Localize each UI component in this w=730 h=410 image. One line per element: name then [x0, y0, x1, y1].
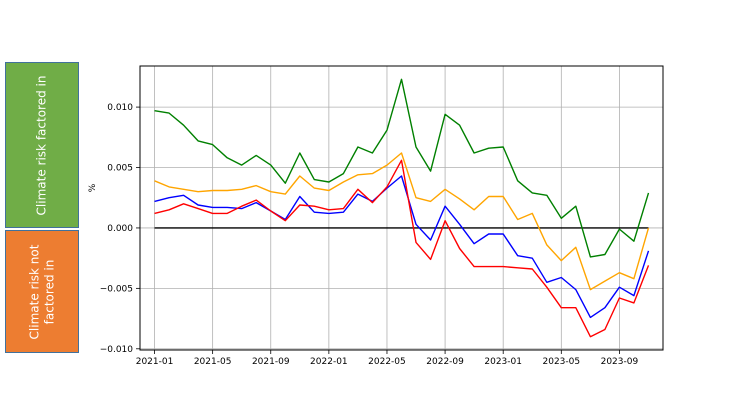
x-tick-label: 2023-05 [543, 357, 581, 367]
y-tick-label: 0.000 [107, 224, 133, 234]
x-tick-label: 2021-09 [252, 357, 290, 367]
series-line-2 [154, 152, 650, 291]
y-tick-label: 0.010 [107, 103, 133, 113]
x-axis: 2021-01 2021-05 2021-09 2022-01 2022-05 2022-… [136, 350, 639, 367]
x-tick-label: 2021-01 [136, 357, 174, 367]
climate-risk-not-factored-label-box: Climate risk not factored in [5, 230, 79, 353]
y-tick-label: −0.010 [100, 345, 134, 355]
x-tick-label: 2022-09 [426, 357, 464, 367]
y-axis: −0.010 −0.005 0.000 0.005 0.010 [100, 103, 140, 355]
x-tick-label: 2022-01 [310, 357, 348, 367]
x-tick-label: 2022-05 [368, 357, 406, 367]
x-tick-label: 2021-05 [194, 357, 232, 367]
series-layer [154, 78, 650, 338]
climate-risk-factored-label-box: Climate risk factored in [5, 62, 79, 228]
y-tick-label: 0.005 [107, 164, 133, 174]
series-line-1 [154, 78, 650, 258]
plot-frame [139, 65, 664, 351]
x-tick-label: 2023-09 [601, 357, 639, 367]
series-line-4 [154, 159, 650, 338]
series-line-3 [154, 175, 650, 319]
x-tick-label: 2023-01 [484, 357, 522, 367]
y-tick-label: −0.005 [100, 284, 133, 294]
y-axis-label: % [88, 183, 98, 192]
